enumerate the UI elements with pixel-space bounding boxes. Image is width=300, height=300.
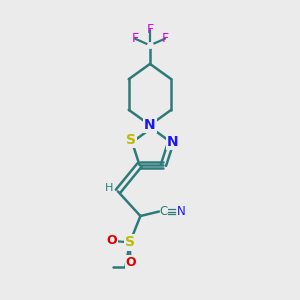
Text: N: N [177, 205, 186, 218]
Text: O: O [106, 234, 117, 248]
Text: S: S [125, 236, 135, 249]
Text: F: F [146, 23, 154, 36]
Text: N: N [167, 135, 178, 149]
Text: F: F [161, 32, 169, 45]
Text: N: N [144, 118, 156, 132]
Text: H: H [105, 183, 114, 193]
Text: F: F [131, 32, 139, 45]
Text: C: C [160, 205, 168, 218]
Text: O: O [125, 256, 136, 269]
Text: S: S [127, 134, 136, 147]
